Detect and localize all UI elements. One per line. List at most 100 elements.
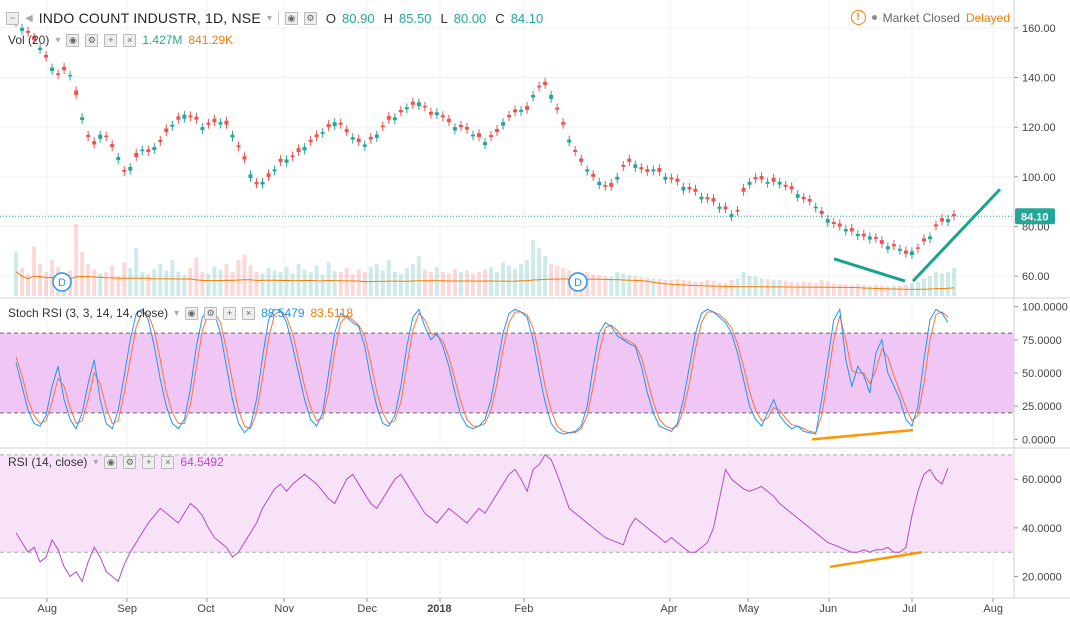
volume-add-icon[interactable]: + bbox=[104, 33, 118, 47]
delayed-badge[interactable]: Delayed bbox=[965, 10, 1010, 25]
stoch-close-icon[interactable]: × bbox=[242, 306, 256, 320]
candle-body bbox=[735, 209, 740, 212]
volume-bar bbox=[230, 272, 235, 296]
volume-bar bbox=[170, 260, 175, 296]
last-price-badge bbox=[1015, 208, 1055, 225]
y-tick-label: 100.0000 bbox=[1022, 302, 1068, 314]
candle-body bbox=[158, 139, 163, 143]
candle-body bbox=[585, 169, 590, 172]
x-tick-label: Dec bbox=[357, 603, 377, 615]
volume-bar bbox=[921, 278, 926, 296]
candle-body bbox=[326, 123, 331, 128]
volume-bar bbox=[158, 264, 163, 296]
candle-body bbox=[284, 159, 289, 163]
stoch-legend: Stoch RSI (3, 3, 14, 14, close) ▾ ◉ ⚙ + … bbox=[8, 306, 353, 320]
volume-bar bbox=[272, 270, 277, 296]
collapse-icon[interactable]: − bbox=[6, 11, 19, 25]
trend-line-upper bbox=[911, 188, 1002, 283]
volume-bar bbox=[200, 272, 205, 296]
volume-bar bbox=[489, 267, 494, 296]
volume-bar bbox=[26, 273, 31, 296]
volume-bar bbox=[410, 264, 415, 296]
rsi-add-icon[interactable]: + bbox=[142, 455, 156, 469]
volume-chevron-icon[interactable]: ▾ bbox=[55, 34, 61, 46]
candle-body bbox=[789, 186, 794, 190]
candle-body bbox=[464, 126, 469, 130]
y-tick-label: 50.0000 bbox=[1022, 368, 1062, 380]
candle-body bbox=[248, 174, 253, 179]
candle-body bbox=[483, 142, 487, 146]
rsi-chevron-icon[interactable]: ▾ bbox=[93, 456, 99, 468]
candle-body bbox=[92, 141, 97, 145]
candle-body bbox=[519, 109, 524, 112]
candle-body bbox=[837, 223, 842, 227]
rsi-line bbox=[15, 454, 949, 583]
volume-bar bbox=[645, 277, 650, 296]
stoch-add-icon[interactable]: + bbox=[223, 306, 237, 320]
eye-icon[interactable]: ◉ bbox=[284, 11, 298, 25]
candle-body bbox=[182, 114, 187, 119]
volume-bar bbox=[879, 285, 884, 296]
candle-body bbox=[230, 134, 235, 138]
candle-body bbox=[765, 181, 770, 184]
rsi-label[interactable]: RSI (14, close) bbox=[8, 455, 88, 469]
symbol-title[interactable]: INDO COUNT INDUSTR, 1D, NSE bbox=[38, 10, 261, 26]
candle-body bbox=[501, 122, 506, 126]
chevron-down-icon[interactable]: ▾ bbox=[266, 12, 272, 24]
volume-close-icon[interactable]: × bbox=[123, 33, 137, 47]
volume-bar bbox=[825, 281, 830, 296]
rsi-settings-icon[interactable]: ⚙ bbox=[123, 455, 137, 469]
volume-bar bbox=[543, 256, 548, 296]
volume-bar bbox=[380, 270, 385, 296]
volume-bar bbox=[50, 260, 55, 296]
candle-body bbox=[152, 147, 157, 151]
volume-bar bbox=[771, 280, 776, 296]
candle-body bbox=[428, 111, 433, 115]
symbol-arrow-icon[interactable]: ◀ bbox=[25, 12, 33, 24]
candle-body bbox=[104, 135, 109, 138]
rsi-eye-icon[interactable]: ◉ bbox=[104, 455, 118, 469]
candle-body bbox=[218, 122, 223, 125]
volume-settings-icon[interactable]: ⚙ bbox=[85, 33, 99, 47]
settings-icon[interactable]: ⚙ bbox=[303, 11, 317, 25]
candle-body bbox=[98, 134, 103, 139]
volume-bar bbox=[236, 260, 241, 296]
volume-value: 1.427M bbox=[142, 33, 183, 47]
x-tick-label: 2018 bbox=[427, 603, 451, 615]
volume-bar bbox=[422, 269, 427, 296]
volume-bar bbox=[687, 280, 692, 296]
x-tick-label: Apr bbox=[660, 603, 677, 615]
candle-body bbox=[939, 218, 944, 222]
warning-icon[interactable]: ! bbox=[850, 10, 866, 25]
volume-bar bbox=[290, 273, 295, 296]
dividend-marker-label: D bbox=[574, 277, 582, 289]
candle-body bbox=[254, 182, 259, 185]
volume-eye-icon[interactable]: ◉ bbox=[66, 33, 80, 47]
volume-bar bbox=[320, 274, 325, 296]
x-tick-label: Aug bbox=[37, 603, 57, 615]
candle-body bbox=[416, 102, 421, 107]
candle-body bbox=[290, 155, 295, 157]
volume-bar bbox=[639, 276, 644, 296]
volume-bar bbox=[146, 273, 151, 296]
candle-body bbox=[879, 240, 884, 244]
volume-bar bbox=[278, 272, 283, 296]
candle-body bbox=[531, 94, 536, 98]
volume-label[interactable]: Vol (20) bbox=[8, 33, 50, 47]
volume-bar bbox=[555, 265, 560, 296]
volume-bar bbox=[266, 268, 271, 296]
candle-body bbox=[80, 117, 85, 120]
candle-body bbox=[260, 181, 265, 185]
candle-body bbox=[747, 181, 752, 185]
dividend-marker bbox=[52, 272, 72, 292]
rsi-close-icon[interactable]: × bbox=[161, 455, 175, 469]
candle-body bbox=[693, 188, 698, 192]
stoch-eye-icon[interactable]: ◉ bbox=[185, 306, 199, 320]
volume-bar bbox=[404, 268, 409, 296]
stoch-settings-icon[interactable]: ⚙ bbox=[204, 306, 218, 320]
candle-body bbox=[711, 198, 716, 202]
stoch-label[interactable]: Stoch RSI (3, 3, 14, 14, close) bbox=[8, 306, 169, 320]
candle-body bbox=[873, 237, 878, 239]
stoch-chevron-icon[interactable]: ▾ bbox=[174, 307, 180, 319]
